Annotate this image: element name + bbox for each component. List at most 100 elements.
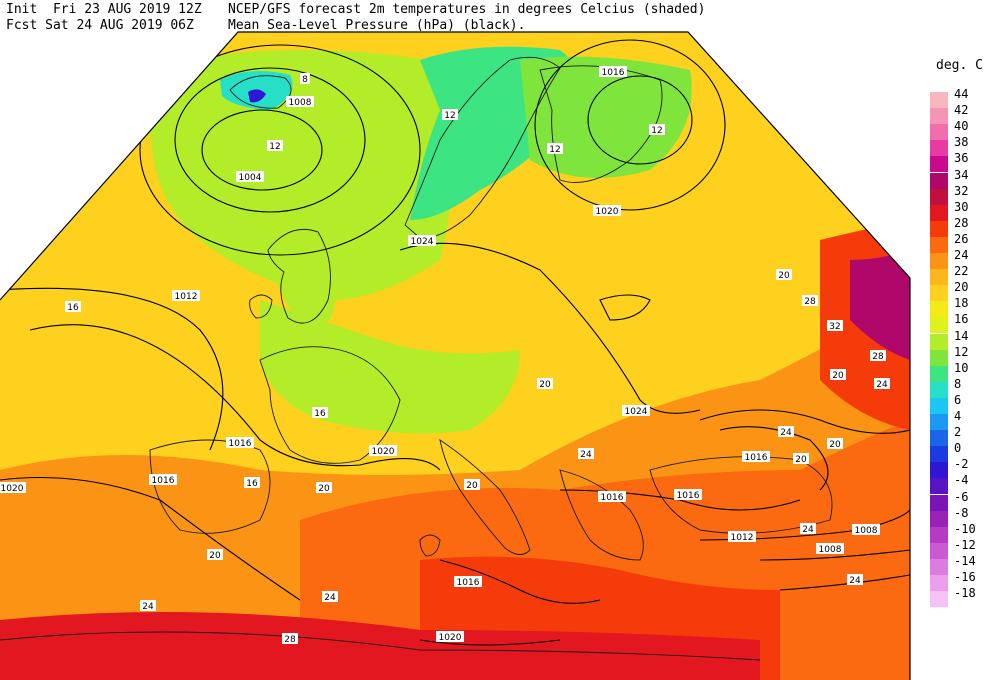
legend-label: 40 [954,119,969,134]
turkey-outline [649,456,833,534]
svg-text:20: 20 [209,551,221,561]
legend-label: -18 [954,586,976,601]
legend-swatch [930,204,948,221]
temperature-zone [850,250,910,360]
legend-label: 0 [954,441,962,456]
svg-text:12: 12 [651,126,662,136]
temperature-label: 24 [800,523,816,535]
italy-outline [439,439,531,555]
isobar-label: 1016 [226,437,254,449]
greece-outline [559,469,644,561]
legend-label: 8 [954,376,962,391]
svg-text:20: 20 [539,380,551,390]
legend-swatch [930,317,948,334]
svg-text:20: 20 [829,440,841,450]
isobar-label: 1016 [742,451,770,463]
svg-text:20: 20 [778,271,790,281]
legend-swatch [930,253,948,269]
legend-swatch [930,285,948,302]
legend-label: 18 [954,296,969,311]
init-line: Init Fri 23 AUG 2019 12Z [6,2,202,17]
svg-text:24: 24 [849,576,861,586]
legend-swatch [930,591,948,608]
legend-label: -16 [954,570,976,584]
temperature-label: 20 [827,438,843,450]
temperature-label: 20 [776,269,792,281]
svg-text:1020: 1020 [439,633,462,643]
isobar-label: 1008 [852,524,880,536]
legend-label: -10 [954,521,976,536]
isobar-label: 1020 [0,482,26,494]
temperature-label: 12 [442,109,458,121]
isobar-label: 1016 [598,491,626,503]
legend-swatch [930,478,948,495]
legend-label: 26 [954,231,969,246]
legend-swatch [930,172,948,189]
svg-text:24: 24 [324,593,336,603]
temperature-field [0,32,910,680]
temperature-label: 8 [300,73,310,85]
legend-swatch [930,462,948,479]
temperature-label: 12 [267,140,283,152]
svg-text:1020: 1020 [596,207,619,217]
isobar-label: 1008 [816,543,844,555]
svg-text:24: 24 [580,450,592,460]
temperature-label: 20 [830,369,846,381]
sardinia-outline [419,534,441,557]
temperature-label: 24 [847,574,863,586]
isobar-label: 1016 [674,489,702,501]
legend-swatch [930,140,948,157]
temperature-label: 12 [649,124,665,136]
legend-label: 28 [954,215,969,230]
legend-label: -6 [954,489,969,504]
legend-label: 36 [954,151,969,166]
svg-text:1016: 1016 [677,491,700,501]
svg-text:24: 24 [802,525,814,535]
isobar-label: 1020 [593,205,621,217]
legend-swatch [930,397,948,414]
temperature-label: 20 [537,378,553,390]
temperature-zone [150,50,453,300]
svg-text:1016: 1016 [602,68,625,78]
temperature-zone [248,89,266,103]
svg-text:12: 12 [444,111,455,121]
iceland-outline [229,75,292,109]
legend-label: -4 [954,473,969,488]
svg-text:1016: 1016 [229,439,252,449]
svg-text:1012: 1012 [731,533,754,543]
legend-label: 4 [954,409,962,423]
legend-label: -8 [954,505,969,520]
svg-text:16: 16 [67,303,79,313]
temperature-label: 16 [65,301,81,313]
legend-swatch [930,108,948,125]
britain-outline [267,228,331,324]
legend-label: 14 [954,328,969,343]
legend-label: 38 [954,135,969,150]
svg-text:1016: 1016 [745,453,768,463]
legend-swatch [930,510,948,527]
svg-text:28: 28 [872,352,884,362]
france-outline [259,346,401,464]
temperature-label: 28 [870,350,886,362]
temperature-label: 24 [578,448,594,460]
legend-swatch [930,575,948,591]
legend-swatch [930,269,948,286]
isobar-label: 1016 [149,474,177,486]
legend-swatch [930,414,948,430]
legend-swatch [930,220,948,237]
svg-text:1016: 1016 [457,578,480,588]
legend-label: 12 [954,344,969,359]
isobar-label: 1020 [436,631,464,643]
temperature-label: 28 [802,295,818,307]
temperature-label: 20 [793,453,809,465]
svg-text:20: 20 [318,484,330,494]
legend-swatch [930,92,948,108]
svg-text:1016: 1016 [601,493,624,503]
legend-label: 42 [954,103,969,118]
temperature-label: 16 [244,477,260,489]
svg-text:1016: 1016 [152,476,175,486]
legend-swatch [930,349,948,366]
isobar-label: 1016 [599,66,627,78]
svg-text:1012: 1012 [175,292,198,302]
isobar-label: 1008 [286,96,314,108]
